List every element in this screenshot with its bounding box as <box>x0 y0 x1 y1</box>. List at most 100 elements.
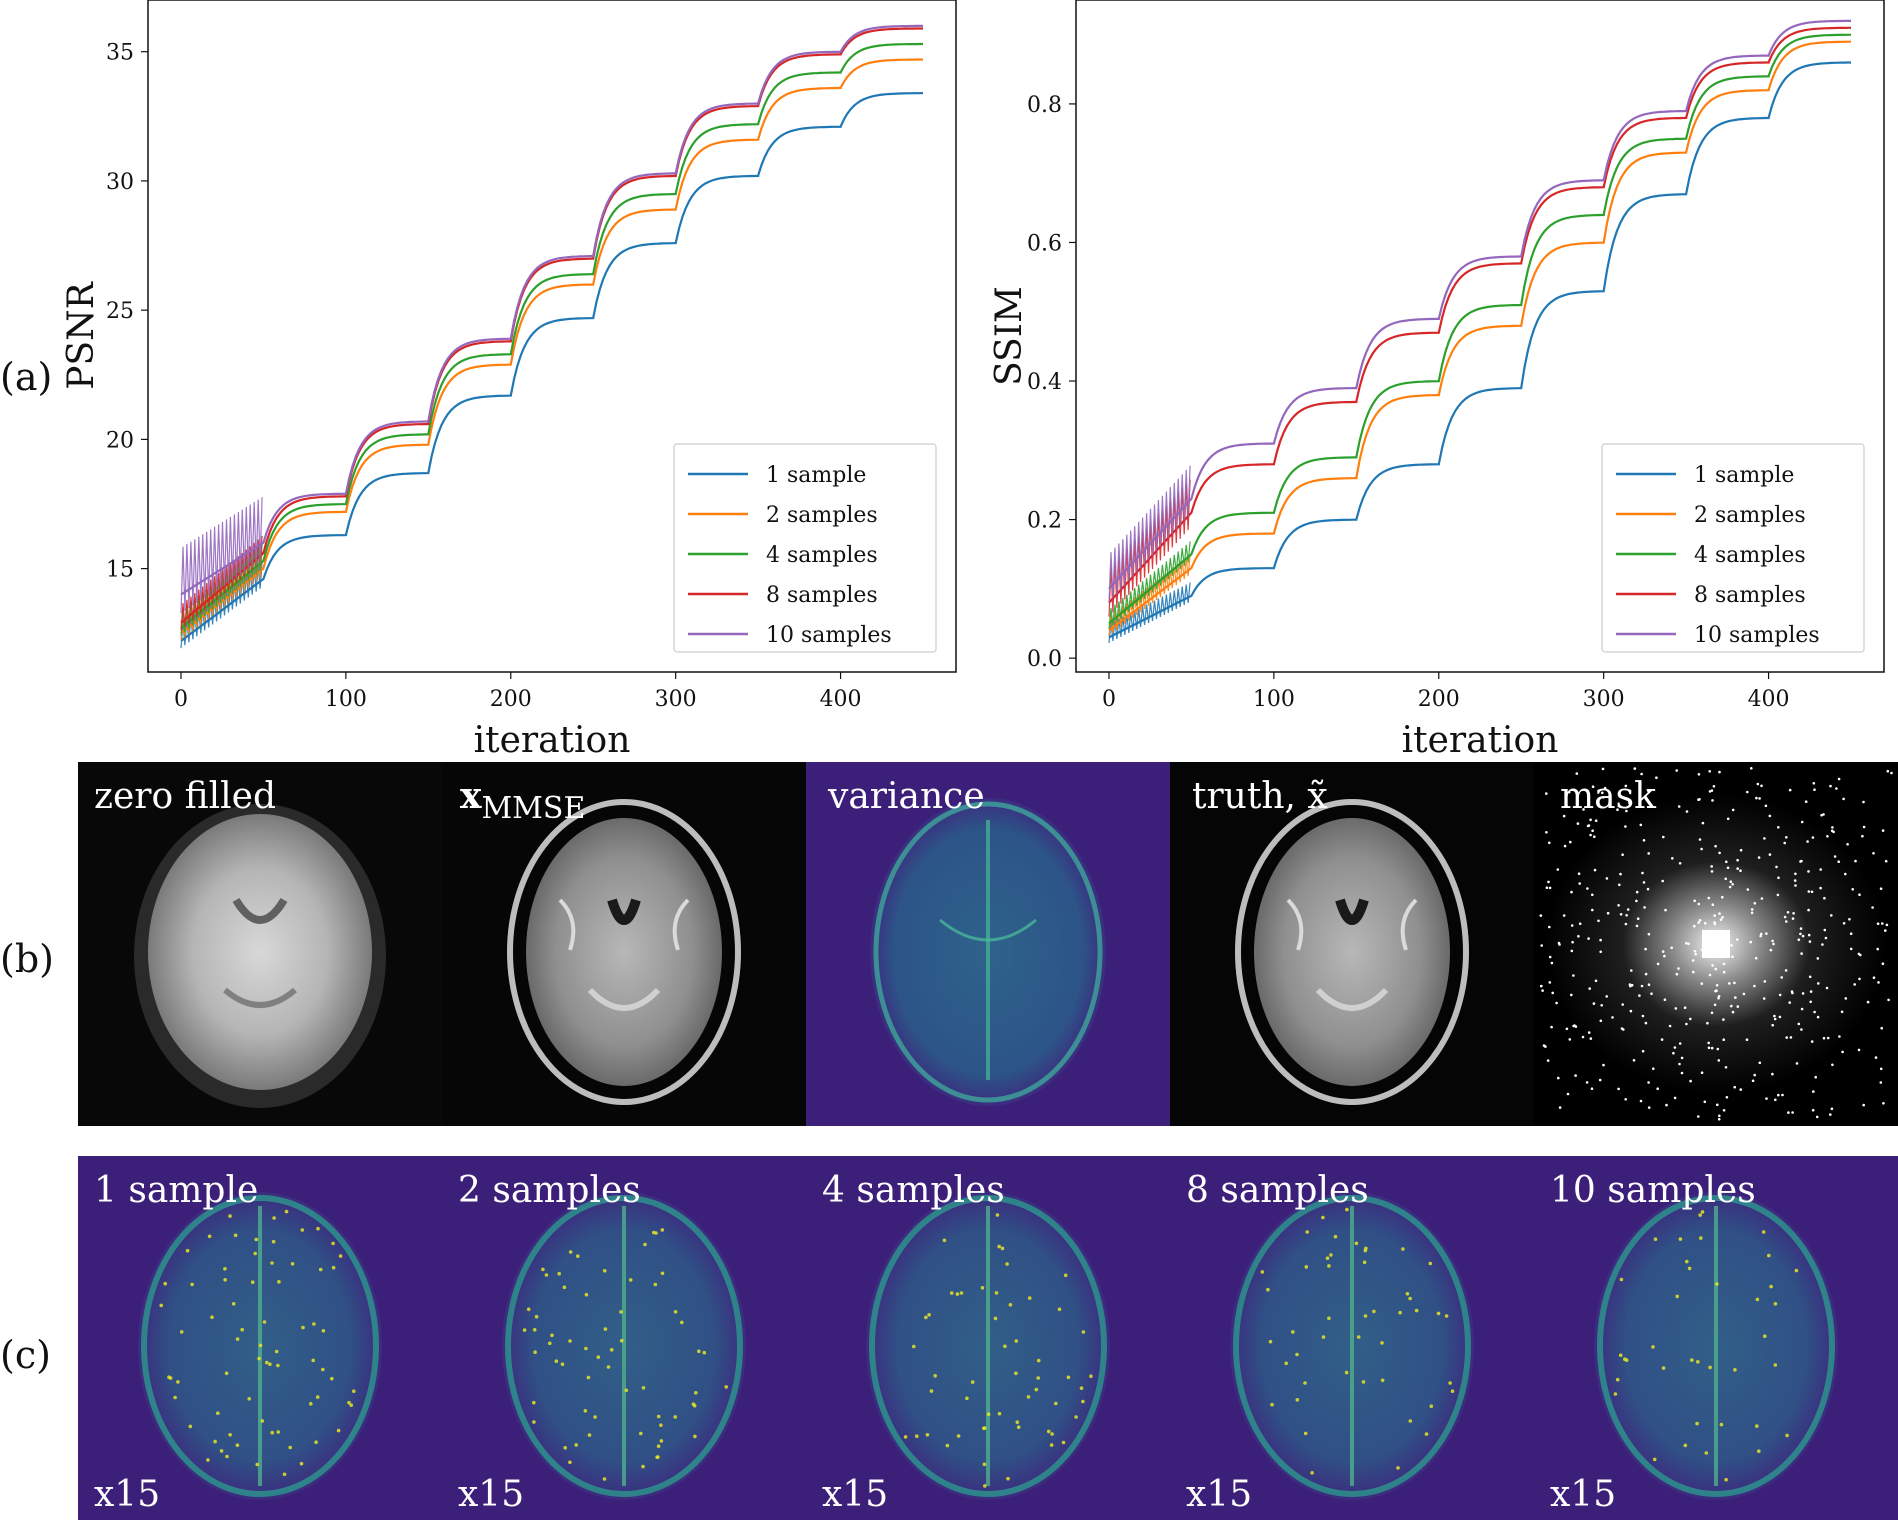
y-tick-label: 20 <box>106 428 134 453</box>
panel-variance: variance <box>806 762 1170 1126</box>
mask-dot <box>1572 974 1575 977</box>
mask-dot <box>1643 906 1646 909</box>
error-hotspot <box>276 1430 281 1434</box>
error-hotspot <box>639 1431 643 1436</box>
panel-label-mask: mask <box>1560 776 1657 817</box>
x-tick-label: 400 <box>820 687 862 712</box>
mask-dot <box>1718 851 1721 855</box>
error-hotspot <box>309 1402 313 1406</box>
y-tick-label: 0.8 <box>1027 93 1062 118</box>
error-hotspot <box>207 1234 212 1239</box>
error-hotspot <box>1321 1215 1325 1220</box>
error-hotspot <box>942 1238 947 1243</box>
mask-dot <box>1569 840 1572 844</box>
mask-dot <box>1730 1004 1733 1008</box>
mask-dot <box>1776 893 1780 897</box>
mask-dot <box>1540 944 1543 947</box>
error-hotspot <box>1708 1365 1712 1370</box>
mask-dot <box>1862 825 1866 829</box>
mask-dot <box>1589 1037 1593 1040</box>
error-hotspot <box>159 1303 163 1308</box>
error-hotspot <box>653 1282 658 1287</box>
mask-dot <box>1831 1063 1834 1067</box>
mask-dot <box>1713 1003 1717 1007</box>
error-hotspot <box>1755 1297 1760 1302</box>
mask-dot <box>1872 976 1876 979</box>
mask-dot <box>1764 804 1768 808</box>
mask-dot <box>1765 932 1768 935</box>
mask-dot <box>1750 911 1754 915</box>
legend-entry: 2 samples <box>1694 503 1806 528</box>
mask-dot <box>1677 967 1680 970</box>
mask-dot <box>1548 841 1551 845</box>
mask-dot <box>1620 1027 1624 1030</box>
error-hotspot <box>955 1292 960 1296</box>
y-tick-label: 0.0 <box>1027 647 1062 672</box>
error-hotspot <box>1295 1398 1300 1402</box>
error-hotspot <box>584 1346 588 1351</box>
mask-dot <box>1799 932 1802 936</box>
error-hotspot <box>993 1316 998 1321</box>
error-hotspot <box>694 1391 698 1395</box>
error-panel-label: 2 samples <box>458 1170 641 1211</box>
mask-dot <box>1810 890 1814 894</box>
mask-dot <box>1668 1024 1672 1028</box>
mask-dot <box>1736 858 1739 862</box>
mask-dot <box>1691 959 1695 962</box>
mask-dot <box>1542 1044 1546 1047</box>
mask-dot <box>1644 972 1648 976</box>
error-hotspot <box>583 1409 588 1413</box>
error-hotspot <box>336 1428 341 1433</box>
error-hotspot <box>352 1389 356 1393</box>
mask-dot <box>1652 1067 1655 1070</box>
mask-dot <box>1698 919 1702 922</box>
error-hotspot <box>228 1433 232 1437</box>
y-axis-label: PSNR <box>61 281 102 389</box>
error-hotspot <box>260 1419 265 1423</box>
error-hotspot <box>624 1388 629 1393</box>
error-hotspot <box>641 1464 645 1469</box>
series-line-2 <box>180 58 923 635</box>
error-hotspot <box>959 1291 964 1295</box>
mask-dot <box>1794 872 1797 876</box>
error-hotspot <box>544 1273 549 1277</box>
mask-dot <box>1588 987 1591 990</box>
row-label-a: (a) <box>0 355 52 399</box>
mask-dot <box>1794 884 1797 887</box>
mask-dot <box>1714 967 1718 971</box>
mask-dot <box>1758 1061 1762 1065</box>
mask-dot <box>1722 970 1726 974</box>
mask-dot <box>1759 932 1763 936</box>
error-hotspot <box>268 1362 272 1366</box>
mask-dot <box>1721 895 1724 899</box>
error-hotspot <box>933 1374 937 1378</box>
legend-entry: 10 samples <box>766 623 892 648</box>
panel-truth: truth, x̃ <box>1170 762 1534 1126</box>
mask-dot <box>1871 906 1874 909</box>
mask-dot <box>1715 984 1719 987</box>
mask-dot <box>1785 920 1788 923</box>
mask-dot <box>1647 789 1650 793</box>
mask-dot <box>1785 836 1788 839</box>
error-hotspot <box>1079 1386 1084 1390</box>
error-hotspot <box>272 1216 276 1220</box>
legend-entry: 10 samples <box>1694 623 1820 648</box>
error-hotspot <box>522 1328 527 1332</box>
mask-dot <box>1862 800 1865 804</box>
mask-dot <box>1832 830 1835 834</box>
mask-dot <box>1739 848 1743 852</box>
error-hotspot <box>1761 1230 1766 1234</box>
mask-dot <box>1578 882 1581 885</box>
error-hotspot <box>903 1435 908 1439</box>
error-hotspot <box>956 1434 961 1438</box>
mask-dot <box>1822 813 1825 816</box>
mask-dot <box>1599 1019 1603 1023</box>
mask-dot <box>1577 935 1580 938</box>
error-hotspot <box>1008 1303 1013 1307</box>
legend-entry: 4 samples <box>766 543 878 568</box>
mask-dot <box>1602 796 1605 799</box>
mask-dot <box>1823 896 1826 900</box>
mask-dot <box>1685 941 1688 945</box>
mask-dot <box>1851 888 1854 891</box>
error-panel-1: 1 sample x15 <box>78 1156 442 1520</box>
